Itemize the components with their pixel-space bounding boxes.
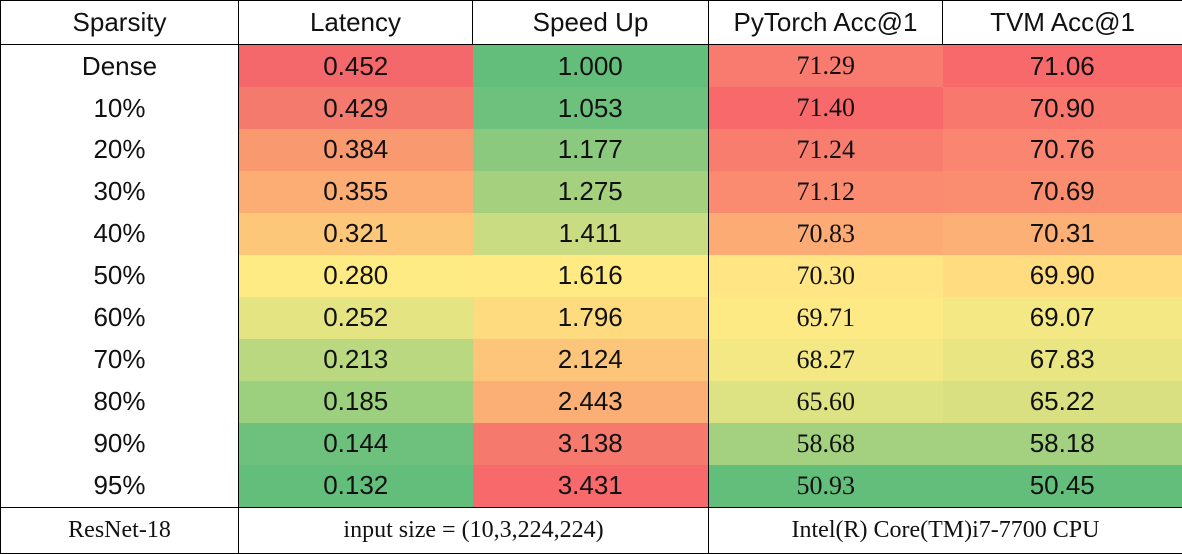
table-row: 10% 0.429 1.053 71.40 70.90 xyxy=(0,87,1182,129)
tvm-acc-cell: 71.06 xyxy=(942,44,1182,88)
speedup-cell: 3.431 xyxy=(472,464,709,508)
table-row: 70% 0.213 2.124 68.27 67.83 xyxy=(0,338,1182,381)
pytorch-acc-cell: 68.27 xyxy=(708,338,943,381)
latency-cell: 0.321 xyxy=(238,212,473,255)
speedup-cell: 2.124 xyxy=(472,338,709,381)
sparsity-cell: 95% xyxy=(0,464,239,508)
header-row: Sparsity Latency Speed Up PyTorch Acc@1 … xyxy=(0,0,1182,46)
table-row: 60% 0.252 1.796 69.71 69.07 xyxy=(0,296,1182,339)
tvm-acc-cell: 69.07 xyxy=(942,296,1182,339)
speedup-cell: 1.000 xyxy=(472,44,709,88)
speedup-cell: 1.411 xyxy=(472,212,709,255)
sparsity-cell: Dense xyxy=(0,44,239,88)
speedup-cell: 2.443 xyxy=(472,380,709,423)
tvm-acc-cell: 70.76 xyxy=(942,129,1182,171)
table-row: 90% 0.144 3.138 58.68 58.18 xyxy=(0,422,1182,465)
sparsity-cell: 30% xyxy=(0,170,239,213)
sparsity-cell: 10% xyxy=(0,87,239,129)
latency-cell: 0.132 xyxy=(238,464,473,508)
sparsity-cell: 60% xyxy=(0,296,239,339)
pytorch-acc-cell: 71.12 xyxy=(708,170,943,213)
table-row: 40% 0.321 1.411 70.83 70.31 xyxy=(0,212,1182,255)
latency-cell: 0.429 xyxy=(238,87,473,129)
pytorch-acc-cell: 71.29 xyxy=(708,44,943,88)
header-speedup: Speed Up xyxy=(472,0,709,46)
header-tvm-acc: TVM Acc@1 xyxy=(942,0,1182,46)
header-sparsity: Sparsity xyxy=(0,0,239,46)
speedup-cell: 1.616 xyxy=(472,254,709,297)
tvm-acc-cell: 65.22 xyxy=(942,380,1182,423)
footer-input-size: input size = (10,3,224,224) xyxy=(238,506,709,554)
pytorch-acc-cell: 50.93 xyxy=(708,464,943,508)
footer-row: ResNet-18 input size = (10,3,224,224) Inte… xyxy=(0,506,1182,554)
footer-cpu: Intel(R) Core(TM)i7-7700 CPU xyxy=(708,506,1182,554)
pytorch-acc-cell: 71.40 xyxy=(708,87,943,129)
pytorch-acc-cell: 69.71 xyxy=(708,296,943,339)
header-pytorch-acc: PyTorch Acc@1 xyxy=(708,0,943,46)
tvm-acc-cell: 58.18 xyxy=(942,422,1182,465)
table-row: Dense 0.452 1.000 71.29 71.06 xyxy=(0,44,1182,88)
latency-cell: 0.280 xyxy=(238,254,473,297)
sparsity-cell: 70% xyxy=(0,338,239,381)
tvm-acc-cell: 70.69 xyxy=(942,170,1182,213)
tvm-acc-cell: 67.83 xyxy=(942,338,1182,381)
footer-model: ResNet-18 xyxy=(0,506,239,554)
pytorch-acc-cell: 70.83 xyxy=(708,212,943,255)
sparsity-cell: 20% xyxy=(0,129,239,171)
table-row: 80% 0.185 2.443 65.60 65.22 xyxy=(0,380,1182,423)
latency-cell: 0.452 xyxy=(238,44,473,88)
speedup-cell: 3.138 xyxy=(472,422,709,465)
tvm-acc-cell: 70.90 xyxy=(942,87,1182,129)
latency-cell: 0.355 xyxy=(238,170,473,213)
pytorch-acc-cell: 71.24 xyxy=(708,129,943,171)
speedup-cell: 1.053 xyxy=(472,87,709,129)
table-row: 30% 0.355 1.275 71.12 70.69 xyxy=(0,170,1182,213)
tvm-acc-cell: 50.45 xyxy=(942,464,1182,508)
sparsity-cell: 40% xyxy=(0,212,239,255)
pytorch-acc-cell: 58.68 xyxy=(708,422,943,465)
latency-cell: 0.213 xyxy=(238,338,473,381)
tvm-acc-cell: 69.90 xyxy=(942,254,1182,297)
latency-cell: 0.185 xyxy=(238,380,473,423)
pytorch-acc-cell: 70.30 xyxy=(708,254,943,297)
latency-cell: 0.144 xyxy=(238,422,473,465)
sparsity-cell: 80% xyxy=(0,380,239,423)
speedup-cell: 1.796 xyxy=(472,296,709,339)
latency-cell: 0.384 xyxy=(238,129,473,171)
sparsity-cell: 50% xyxy=(0,254,239,297)
table-row: 50% 0.280 1.616 70.30 69.90 xyxy=(0,254,1182,297)
table-row: 95% 0.132 3.431 50.93 50.45 xyxy=(0,464,1182,508)
latency-cell: 0.252 xyxy=(238,296,473,339)
header-latency: Latency xyxy=(238,0,473,46)
speedup-cell: 1.177 xyxy=(472,129,709,171)
pytorch-acc-cell: 65.60 xyxy=(708,380,943,423)
sparsity-cell: 90% xyxy=(0,422,239,465)
table-row: 20% 0.384 1.177 71.24 70.76 xyxy=(0,129,1182,171)
speedup-cell: 1.275 xyxy=(472,170,709,213)
tvm-acc-cell: 70.31 xyxy=(942,212,1182,255)
